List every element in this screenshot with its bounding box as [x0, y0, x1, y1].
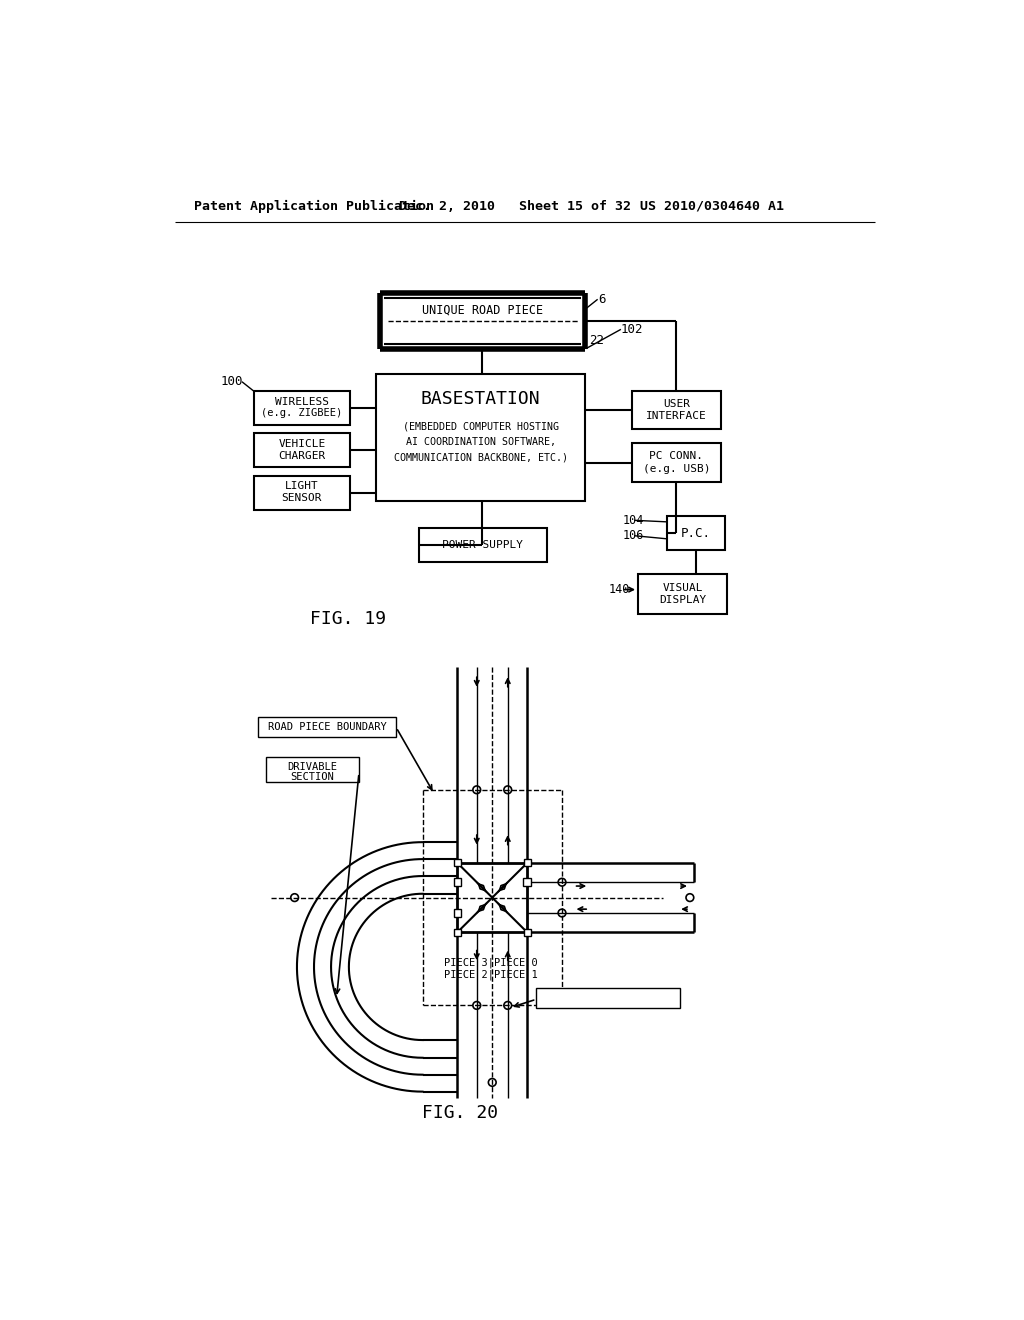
FancyBboxPatch shape — [523, 859, 530, 866]
FancyBboxPatch shape — [523, 929, 530, 936]
Text: PIECE 2|PIECE 1: PIECE 2|PIECE 1 — [443, 969, 538, 979]
Text: LIGHT: LIGHT — [285, 482, 318, 491]
FancyBboxPatch shape — [523, 878, 531, 886]
Text: BASESTATION: BASESTATION — [421, 389, 541, 408]
Text: (e.g. USB): (e.g. USB) — [643, 463, 710, 474]
FancyBboxPatch shape — [638, 574, 727, 614]
Text: AI COORDINATION SOFTWARE,: AI COORDINATION SOFTWARE, — [406, 437, 556, 446]
Text: Dec. 2, 2010   Sheet 15 of 32: Dec. 2, 2010 Sheet 15 of 32 — [399, 199, 631, 213]
Text: CHARGER: CHARGER — [279, 450, 326, 461]
Text: USER: USER — [663, 399, 690, 409]
Text: DRIVABLE: DRIVABLE — [288, 763, 338, 772]
FancyBboxPatch shape — [632, 391, 721, 429]
Text: WIRELESS: WIRELESS — [275, 397, 329, 407]
Text: PIECE 3|PIECE 0: PIECE 3|PIECE 0 — [443, 958, 538, 969]
FancyBboxPatch shape — [454, 859, 461, 866]
FancyBboxPatch shape — [458, 863, 527, 932]
FancyBboxPatch shape — [632, 444, 721, 482]
FancyBboxPatch shape — [254, 433, 350, 467]
Text: P.C.: P.C. — [681, 527, 711, 540]
Text: UNIQUE ROAD PIECE: UNIQUE ROAD PIECE — [422, 304, 543, 317]
FancyBboxPatch shape — [254, 475, 350, 510]
Text: ROAD NETWORK NODE: ROAD NETWORK NODE — [539, 993, 645, 1003]
Text: INTERFACE: INTERFACE — [646, 412, 707, 421]
FancyBboxPatch shape — [266, 758, 359, 781]
Text: 140: 140 — [608, 583, 630, 597]
Text: 104: 104 — [623, 513, 644, 527]
FancyBboxPatch shape — [667, 516, 725, 550]
Text: COMMUNICATION BACKBONE, ETC.): COMMUNICATION BACKBONE, ETC.) — [393, 453, 567, 462]
Text: US 2010/0304640 A1: US 2010/0304640 A1 — [640, 199, 783, 213]
Text: DISPLAY: DISPLAY — [658, 595, 707, 606]
Text: POWER SUPPLY: POWER SUPPLY — [442, 540, 523, 550]
FancyBboxPatch shape — [254, 391, 350, 425]
Text: 6: 6 — [598, 293, 606, 306]
Text: VEHICLE: VEHICLE — [279, 440, 326, 449]
Text: 102: 102 — [621, 323, 643, 335]
Text: FIG. 19: FIG. 19 — [310, 610, 386, 628]
Text: (EMBEDDED COMPUTER HOSTING: (EMBEDDED COMPUTER HOSTING — [402, 421, 559, 432]
Text: (e.g. ZIGBEE): (e.g. ZIGBEE) — [261, 408, 343, 418]
FancyBboxPatch shape — [419, 528, 547, 562]
Text: SECTION: SECTION — [291, 772, 334, 783]
Text: 100: 100 — [221, 375, 244, 388]
FancyBboxPatch shape — [454, 878, 461, 886]
FancyBboxPatch shape — [537, 989, 680, 1008]
FancyBboxPatch shape — [454, 929, 461, 936]
Text: ROAD PIECE BOUNDARY: ROAD PIECE BOUNDARY — [268, 722, 386, 733]
Text: SENSOR: SENSOR — [282, 492, 323, 503]
Text: PC CONN.: PC CONN. — [649, 451, 703, 462]
Text: VISUAL: VISUAL — [663, 583, 702, 593]
Text: 22: 22 — [589, 334, 604, 347]
FancyBboxPatch shape — [454, 909, 461, 917]
FancyBboxPatch shape — [376, 374, 586, 502]
Text: FIG. 20: FIG. 20 — [423, 1105, 499, 1122]
Text: 106: 106 — [623, 529, 644, 543]
Text: Patent Application Publication: Patent Application Publication — [194, 199, 434, 213]
FancyBboxPatch shape — [258, 718, 396, 738]
